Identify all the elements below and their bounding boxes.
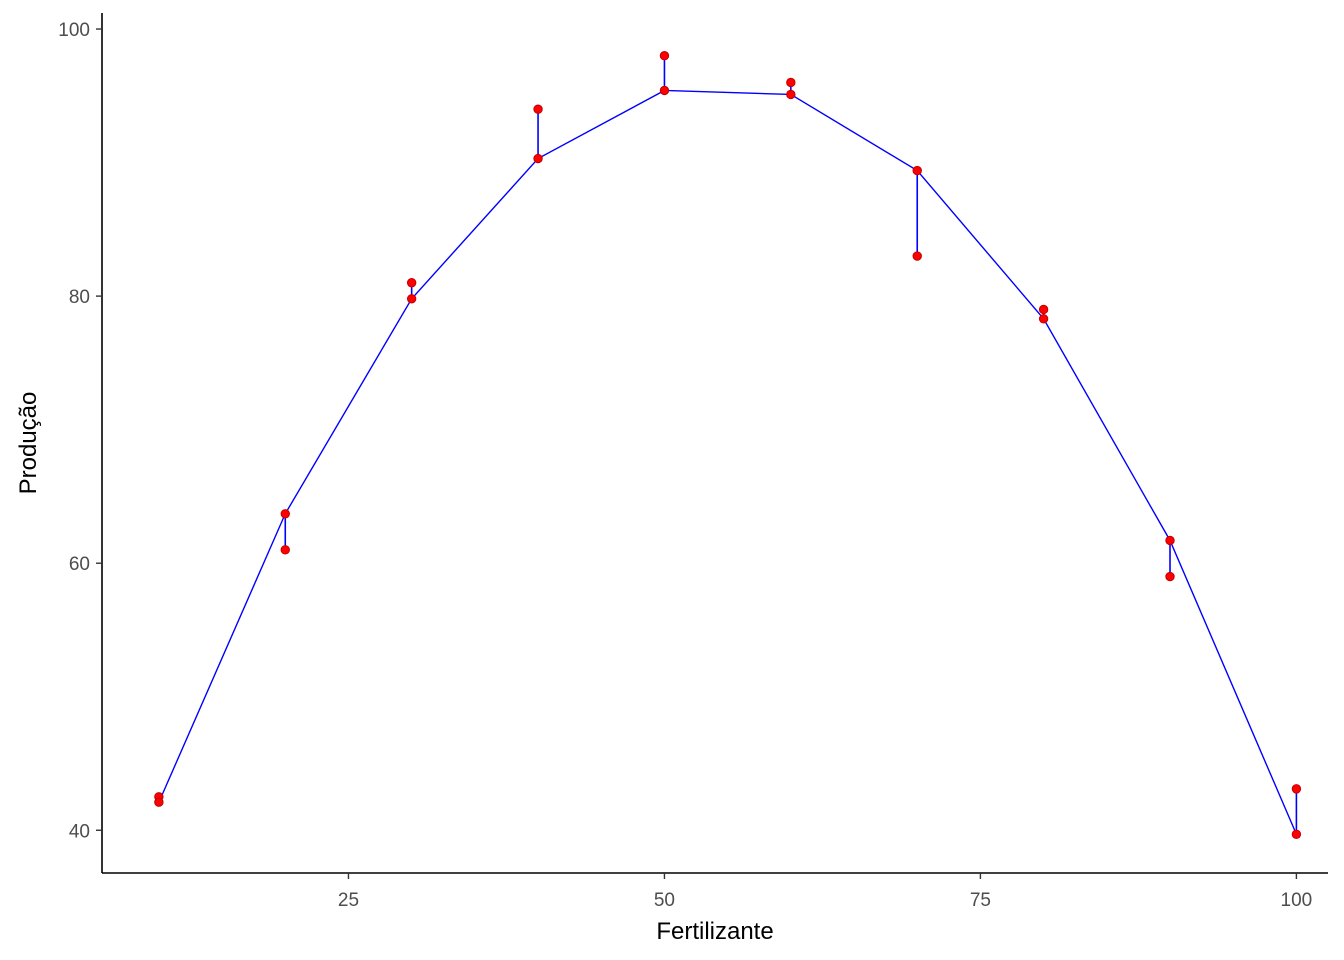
observed-point — [912, 251, 922, 261]
x-tick-label: 25 — [338, 890, 359, 911]
x-axis-title: Fertilizante — [656, 918, 773, 945]
fitted-point — [154, 797, 164, 807]
observed-point — [280, 545, 290, 555]
point-layer — [154, 51, 1302, 839]
x-tick-label: 100 — [1281, 890, 1313, 911]
y-tick-label: 80 — [69, 287, 90, 308]
y-tick-label: 40 — [69, 821, 90, 842]
fitted-point — [786, 89, 796, 100]
x-tick-label: 50 — [654, 890, 675, 911]
fitted-point — [1165, 535, 1175, 546]
fitted-point — [406, 294, 417, 304]
observed-point — [1038, 304, 1049, 315]
fitted-line — [158, 89, 1298, 835]
fitted-point — [533, 153, 543, 164]
axis-layer — [101, 13, 1328, 874]
observed-point — [1165, 571, 1175, 582]
observed-point — [1291, 784, 1302, 794]
observed-point — [786, 77, 796, 88]
y-axis-title: Produção — [15, 392, 42, 495]
fitted-point — [1291, 829, 1302, 839]
observed-point — [533, 104, 543, 114]
y-tick-label: 60 — [69, 554, 90, 575]
tick-layer: 25 50 75 100 40 60 80 100 — [58, 20, 1312, 911]
fitted-point — [280, 509, 290, 519]
fitted-point — [659, 85, 670, 96]
residual-layer — [158, 55, 1298, 835]
fitted-point — [912, 165, 922, 176]
x-tick-label: 75 — [970, 890, 991, 911]
observed-point — [659, 51, 670, 61]
fit-layer — [158, 89, 1298, 835]
fitted-point — [1038, 314, 1049, 324]
y-tick-label: 100 — [58, 20, 90, 41]
observed-point — [406, 278, 417, 288]
